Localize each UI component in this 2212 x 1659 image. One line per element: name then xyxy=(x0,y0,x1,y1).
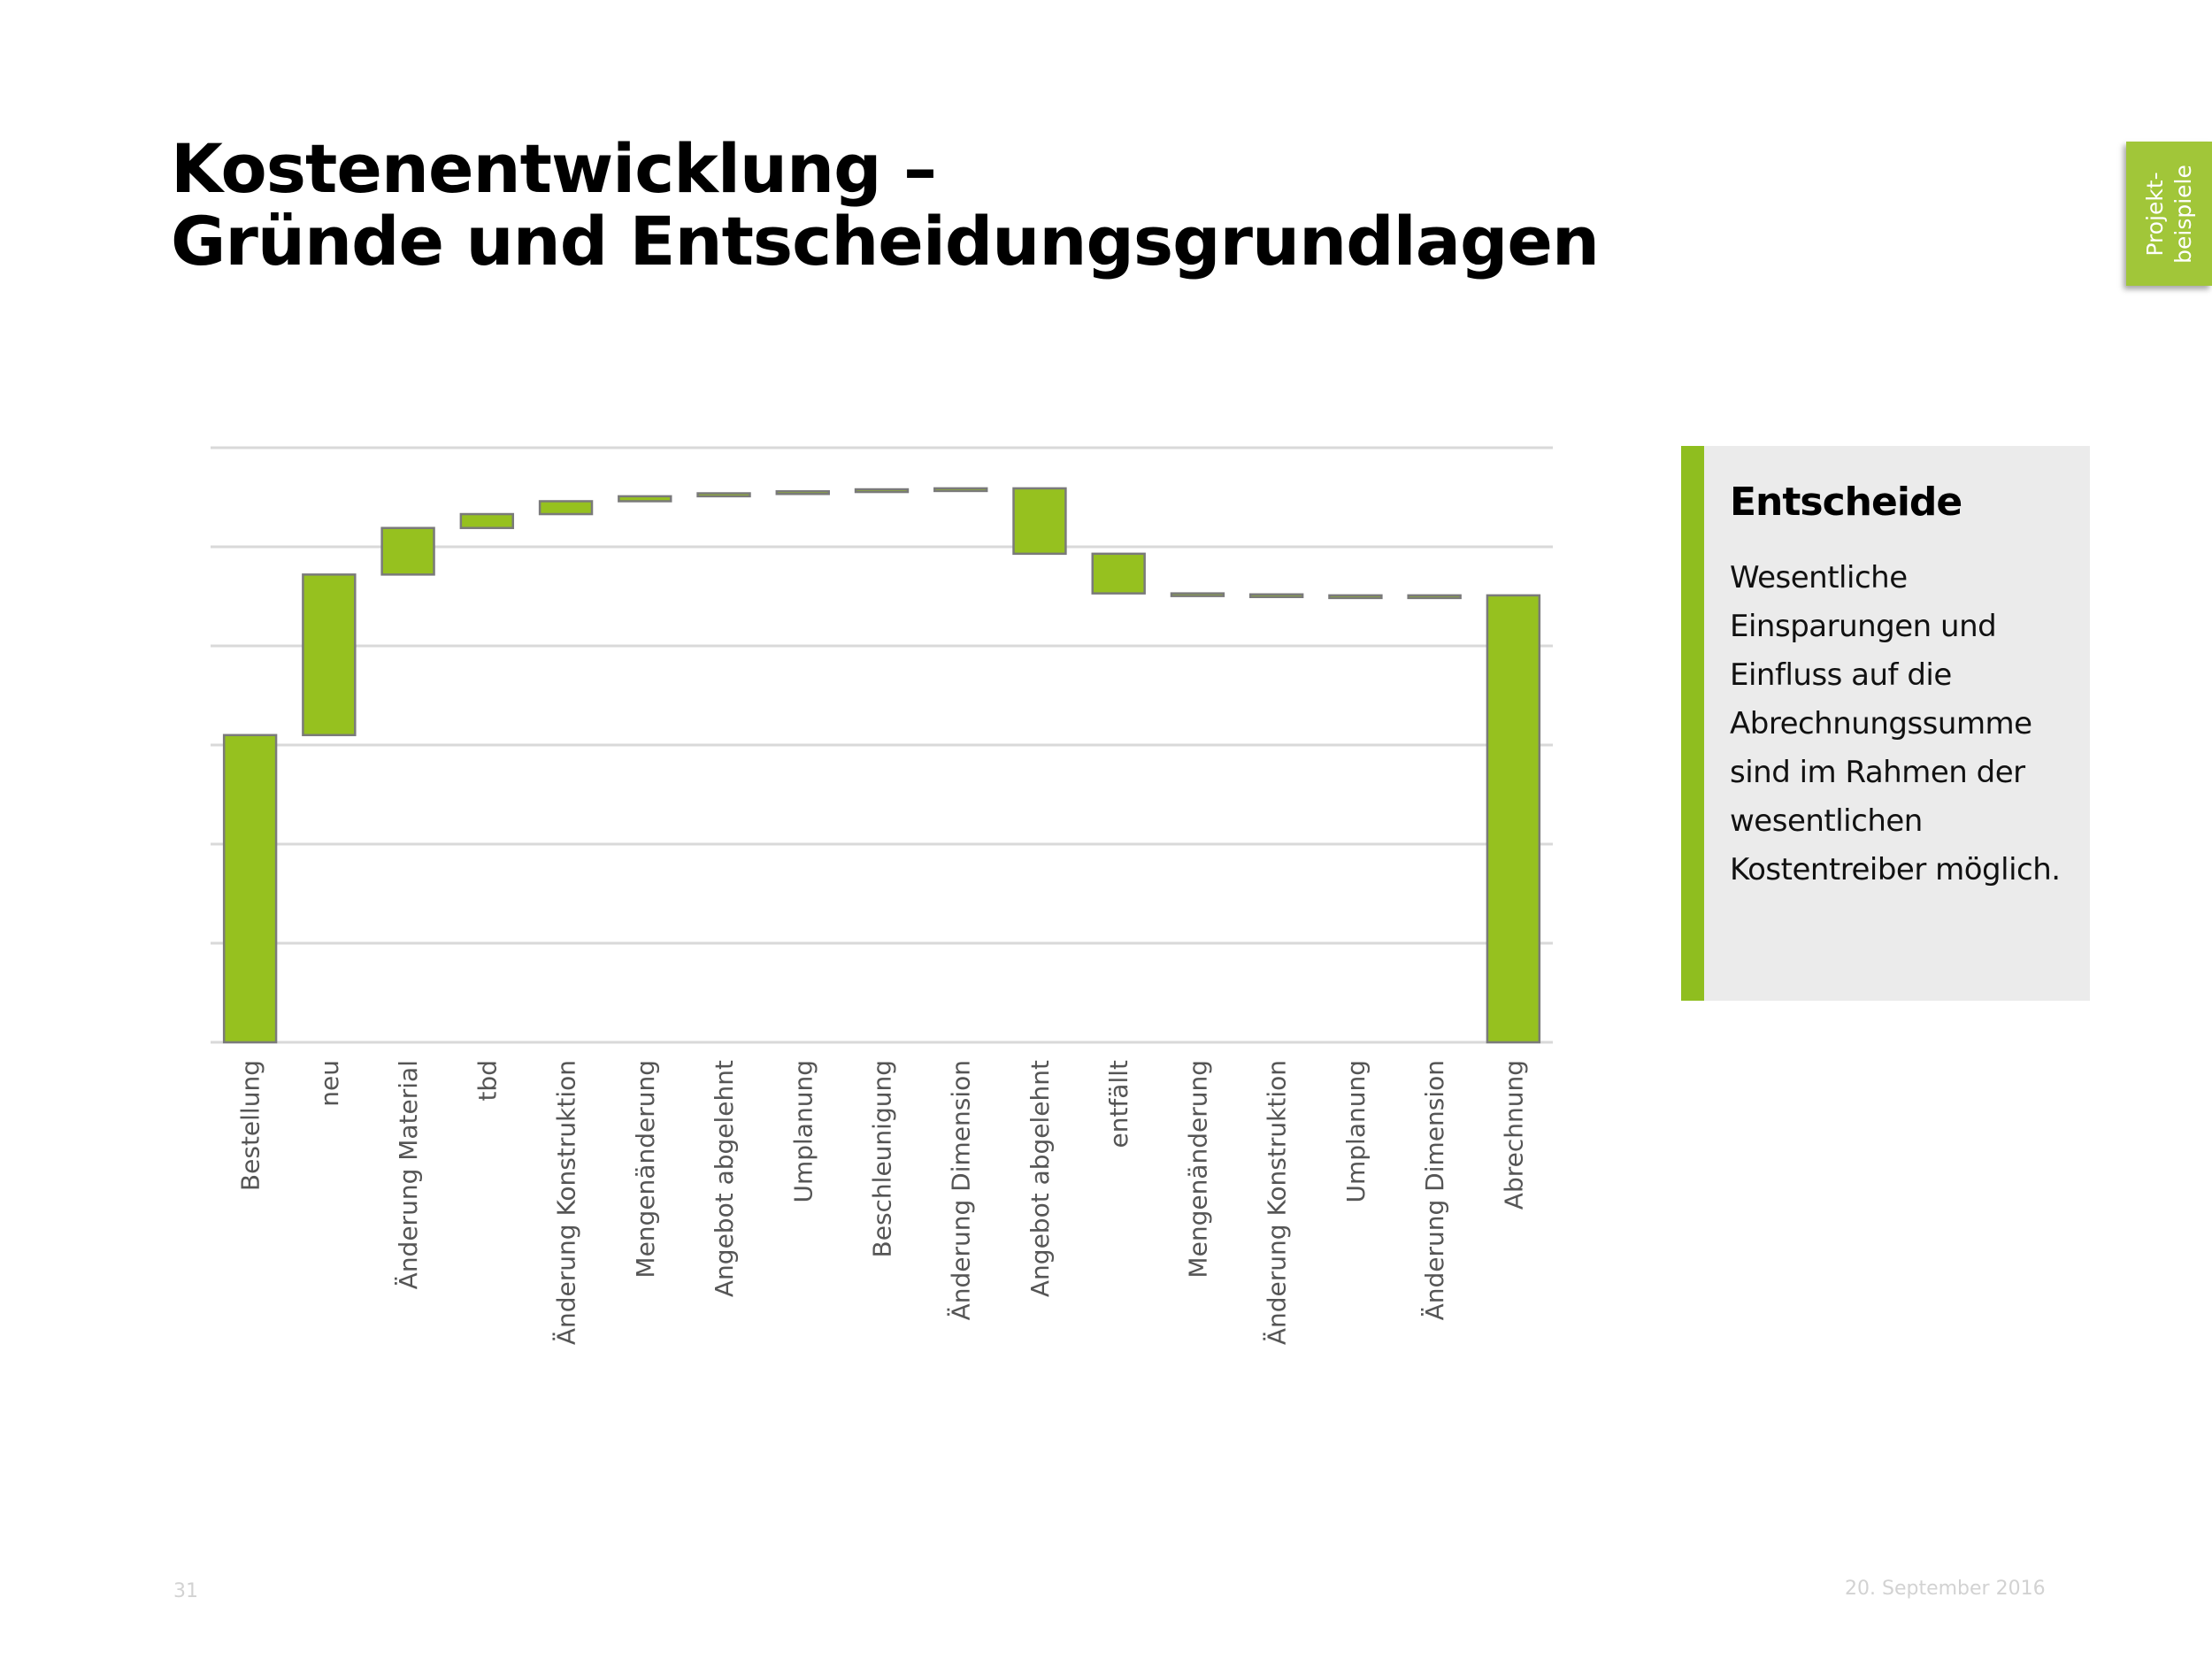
waterfall-bar xyxy=(1012,487,1067,556)
page-title-line-1: Kostenentwicklung – xyxy=(171,129,937,208)
category-tick-label: Mengenänderung xyxy=(631,1060,660,1279)
info-box-heading: Entscheide xyxy=(1730,480,1962,525)
category-tick-label: Änderung Konstruktion xyxy=(1263,1060,1292,1345)
info-box-line: Einsparungen und xyxy=(1730,609,1997,644)
info-box-text: Wesentliche Einsparungen und Einfluss au… xyxy=(1730,554,2101,895)
info-box-line: wesentlichen xyxy=(1730,803,1923,839)
category-tick-label: Änderung Material xyxy=(394,1060,423,1289)
page-title-line-2: Gründe und Entscheidungsgrundlagen xyxy=(171,202,1600,280)
waterfall-bar xyxy=(302,573,357,737)
waterfall-bar xyxy=(933,487,988,493)
section-tab-projektbeispiele[interactable]: Projekt- beispiele xyxy=(2126,142,2212,286)
info-box-line: Einfluss auf die xyxy=(1730,657,1952,693)
waterfall-bar xyxy=(854,488,910,494)
info-box-line: Abrechnungssumme xyxy=(1730,706,2032,741)
waterfall-bar xyxy=(459,512,515,529)
category-tick-label: entfällt xyxy=(1104,1060,1133,1148)
category-tick-label: Angebot abgelehnt xyxy=(710,1060,739,1297)
category-tick-label: Änderung Konstruktion xyxy=(552,1060,581,1345)
waterfall-bar xyxy=(1407,594,1462,600)
info-box-line: sind im Rahmen der xyxy=(1730,755,2025,790)
footer-date: 20. September 2016 xyxy=(1845,1578,2046,1600)
category-tick-label: Mengenänderung xyxy=(1183,1060,1212,1279)
waterfall-bar xyxy=(1091,552,1146,595)
info-box-line: Kostentreiber möglich. xyxy=(1730,852,2061,887)
page-number: 31 xyxy=(173,1580,198,1602)
category-tick-label: Beschleunigung xyxy=(868,1060,897,1257)
category-tick-label: Bestellung xyxy=(236,1060,265,1191)
category-tick-label: Umplanung xyxy=(1341,1060,1371,1203)
category-tick-label: Angebot abgelehnt xyxy=(1025,1060,1055,1297)
waterfall-bar xyxy=(618,495,672,503)
waterfall-bar xyxy=(696,492,751,498)
category-tick-label: Änderung Dimension xyxy=(1420,1060,1449,1320)
category-tick-label: tbd xyxy=(472,1060,502,1102)
category-tick-label: Abrechnung xyxy=(1499,1060,1528,1210)
decision-info-box: Entscheide Wesentliche Einsparungen und … xyxy=(1681,446,2090,1001)
waterfall-bar xyxy=(1248,593,1304,599)
waterfall-bar xyxy=(538,500,594,516)
page-title: Kostenentwicklung – Gründe und Entscheid… xyxy=(171,129,1600,280)
waterfall-bar xyxy=(1486,594,1541,1044)
info-box-line: Wesentliche xyxy=(1730,560,1908,595)
waterfall-bar xyxy=(1328,594,1383,600)
waterfall-bar xyxy=(380,526,435,576)
category-tick-label: Änderung Dimension xyxy=(947,1060,976,1320)
category-tick-label: neu xyxy=(315,1060,344,1107)
waterfall-bar xyxy=(1170,592,1225,597)
waterfall-bar xyxy=(222,733,278,1044)
category-tick-label: Umplanung xyxy=(788,1060,818,1203)
waterfall-bar xyxy=(775,490,830,495)
